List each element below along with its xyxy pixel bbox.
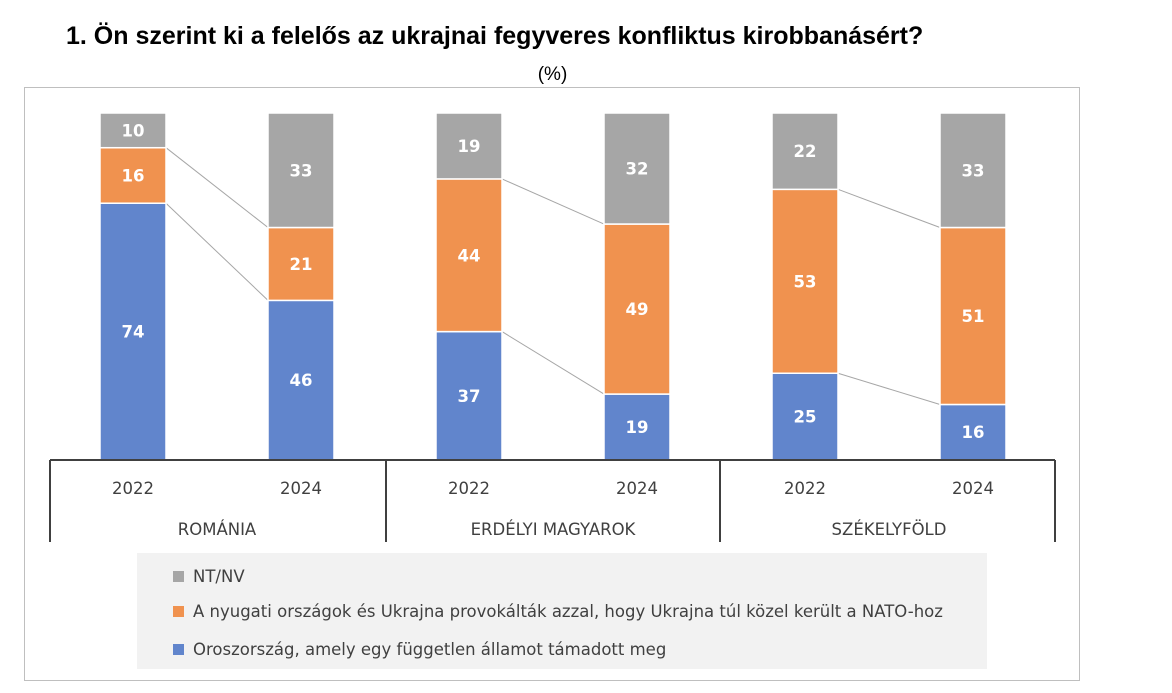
data-label: 51 bbox=[962, 307, 985, 326]
year-tick-label: 2022 bbox=[112, 479, 154, 498]
year-tick-label: 2024 bbox=[952, 479, 994, 498]
bar-segment bbox=[267, 226, 335, 302]
data-label: 53 bbox=[794, 272, 817, 291]
data-label: 44 bbox=[458, 246, 481, 265]
data-label: 21 bbox=[290, 255, 313, 274]
chart-subtitle: (%) bbox=[537, 64, 568, 85]
data-label: 16 bbox=[962, 423, 985, 442]
data-label: 33 bbox=[290, 161, 313, 180]
connector-line bbox=[837, 188, 941, 228]
legend: NT/NV A nyugati országok és Ukrajna prov… bbox=[137, 553, 987, 669]
year-tick-label: 2024 bbox=[280, 479, 322, 498]
legend-label: Oroszország, amely egy független államot… bbox=[193, 639, 667, 659]
group-label: ERDÉLYI MAGYAROK bbox=[471, 520, 637, 539]
bar-segment bbox=[771, 372, 839, 461]
data-label: 32 bbox=[626, 160, 649, 179]
year-tick-label: 2022 bbox=[448, 479, 490, 498]
bar-segment bbox=[771, 188, 839, 374]
connector-line bbox=[165, 202, 269, 301]
legend-swatch bbox=[173, 643, 184, 655]
bar-segment bbox=[435, 178, 503, 333]
data-label: 49 bbox=[626, 300, 649, 319]
group-label: SZÉKELYFÖLD bbox=[832, 520, 947, 539]
bar-segment bbox=[267, 299, 335, 461]
legend-swatch bbox=[173, 605, 184, 617]
data-label: 33 bbox=[962, 161, 985, 180]
legend-label: A nyugati országok és Ukrajna provokáltá… bbox=[193, 601, 943, 621]
data-label: 74 bbox=[122, 323, 145, 342]
bar-segment bbox=[99, 112, 167, 149]
legend-item-west-ukraine: A nyugati országok és Ukrajna provokáltá… bbox=[173, 601, 943, 621]
category-axis: 2022 2024 ROMÁNIA 2022 2024 ERDÉLYI MAGYAROK 2… bbox=[49, 459, 1056, 542]
connector-line bbox=[501, 331, 605, 395]
data-label: 25 bbox=[794, 408, 817, 427]
legend-item-russia: Oroszország, amely egy független államot… bbox=[173, 639, 666, 659]
connector-line bbox=[165, 147, 269, 228]
data-label: 19 bbox=[626, 418, 649, 437]
data-label: 46 bbox=[290, 371, 313, 390]
data-label: 22 bbox=[794, 142, 817, 161]
bar-segment bbox=[99, 202, 167, 461]
data-label: 16 bbox=[122, 166, 145, 185]
bar-segment bbox=[939, 403, 1007, 461]
year-tick-label: 2024 bbox=[616, 479, 658, 498]
legend-swatch bbox=[173, 570, 184, 582]
bar-segment bbox=[939, 226, 1007, 406]
chart-frame bbox=[24, 87, 1080, 681]
bar-segment bbox=[771, 112, 839, 191]
connector-line bbox=[837, 372, 941, 405]
data-label: 19 bbox=[458, 137, 481, 156]
legend-item-nt-nv: NT/NV bbox=[173, 566, 245, 586]
group-label: ROMÁNIA bbox=[178, 520, 257, 539]
legend-label: NT/NV bbox=[193, 566, 245, 586]
bar-segment bbox=[603, 112, 671, 225]
year-tick-label: 2022 bbox=[784, 479, 826, 498]
connector-lines bbox=[165, 147, 941, 405]
chart-title: 1. Ön szerint ki a felelős az ukrajnai f… bbox=[66, 22, 924, 50]
connector-line bbox=[501, 178, 605, 225]
data-label: 37 bbox=[458, 387, 481, 406]
bars: 74 16 10 46 21 33 37 44 19 19 49 32 25 53 22 16 51 33 bbox=[99, 112, 1007, 461]
bar-segment bbox=[603, 223, 671, 395]
data-label: 10 bbox=[122, 121, 145, 140]
bar-segment bbox=[267, 112, 335, 229]
bar-segment bbox=[939, 112, 1007, 229]
bar-segment bbox=[435, 112, 503, 180]
